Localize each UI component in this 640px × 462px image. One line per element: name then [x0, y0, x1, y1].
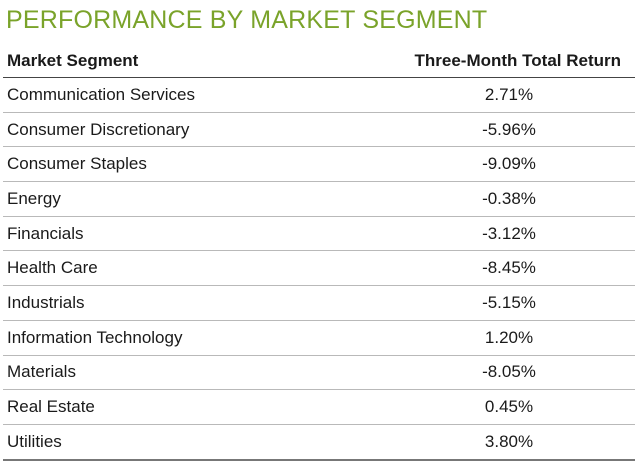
segment-name-cell: Utilities	[3, 424, 379, 461]
table-row: Energy -0.38%	[3, 181, 635, 217]
table-row: Health Care -8.45%	[3, 250, 635, 287]
return-value-cell: -8.05%	[379, 355, 635, 391]
return-value-cell: 2.71%	[379, 77, 635, 113]
return-value-cell: 0.45%	[379, 389, 635, 425]
table-row: Consumer Discretionary -5.96%	[3, 112, 635, 148]
return-value-cell: -9.09%	[379, 146, 635, 183]
table-row: Utilities 3.80%	[3, 424, 635, 461]
table-row: Industrials -5.15%	[3, 285, 635, 321]
column-header-market-segment: Market Segment	[3, 44, 379, 78]
column-header-three-month-return: Three-Month Total Return	[379, 44, 635, 78]
table-row: Financials -3.12%	[3, 216, 635, 252]
segment-name-cell: Industrials	[3, 285, 379, 321]
segment-name-cell: Materials	[3, 355, 379, 391]
performance-table: Market Segment Three-Month Total Return …	[3, 44, 635, 461]
segment-name-cell: Communication Services	[3, 77, 379, 113]
return-value-cell: -8.45%	[379, 250, 635, 287]
table-row: Real Estate 0.45%	[3, 389, 635, 425]
return-value-cell: -5.96%	[379, 112, 635, 148]
segment-name-cell: Consumer Discretionary	[3, 112, 379, 148]
segment-name-cell: Consumer Staples	[3, 146, 379, 183]
table-header-row: Market Segment Three-Month Total Return	[3, 44, 635, 78]
segment-name-cell: Information Technology	[3, 320, 379, 356]
segment-name-cell: Health Care	[3, 250, 379, 287]
return-value-cell: 3.80%	[379, 424, 635, 461]
table-row: Communication Services 2.71%	[3, 77, 635, 113]
segment-name-cell: Financials	[3, 216, 379, 252]
return-value-cell: 1.20%	[379, 320, 635, 356]
return-value-cell: -5.15%	[379, 285, 635, 321]
return-value-cell: -3.12%	[379, 216, 635, 252]
segment-name-cell: Real Estate	[3, 389, 379, 425]
table-body: Communication Services 2.71% Consumer Disc…	[3, 77, 635, 461]
return-value-cell: -0.38%	[379, 181, 635, 217]
table-row: Materials -8.05%	[3, 355, 635, 391]
table-row: Information Technology 1.20%	[3, 320, 635, 356]
segment-name-cell: Energy	[3, 181, 379, 217]
chart-title: PERFORMANCE BY MARKET SEGMENT	[6, 6, 488, 34]
table-row: Consumer Staples -9.09%	[3, 146, 635, 183]
